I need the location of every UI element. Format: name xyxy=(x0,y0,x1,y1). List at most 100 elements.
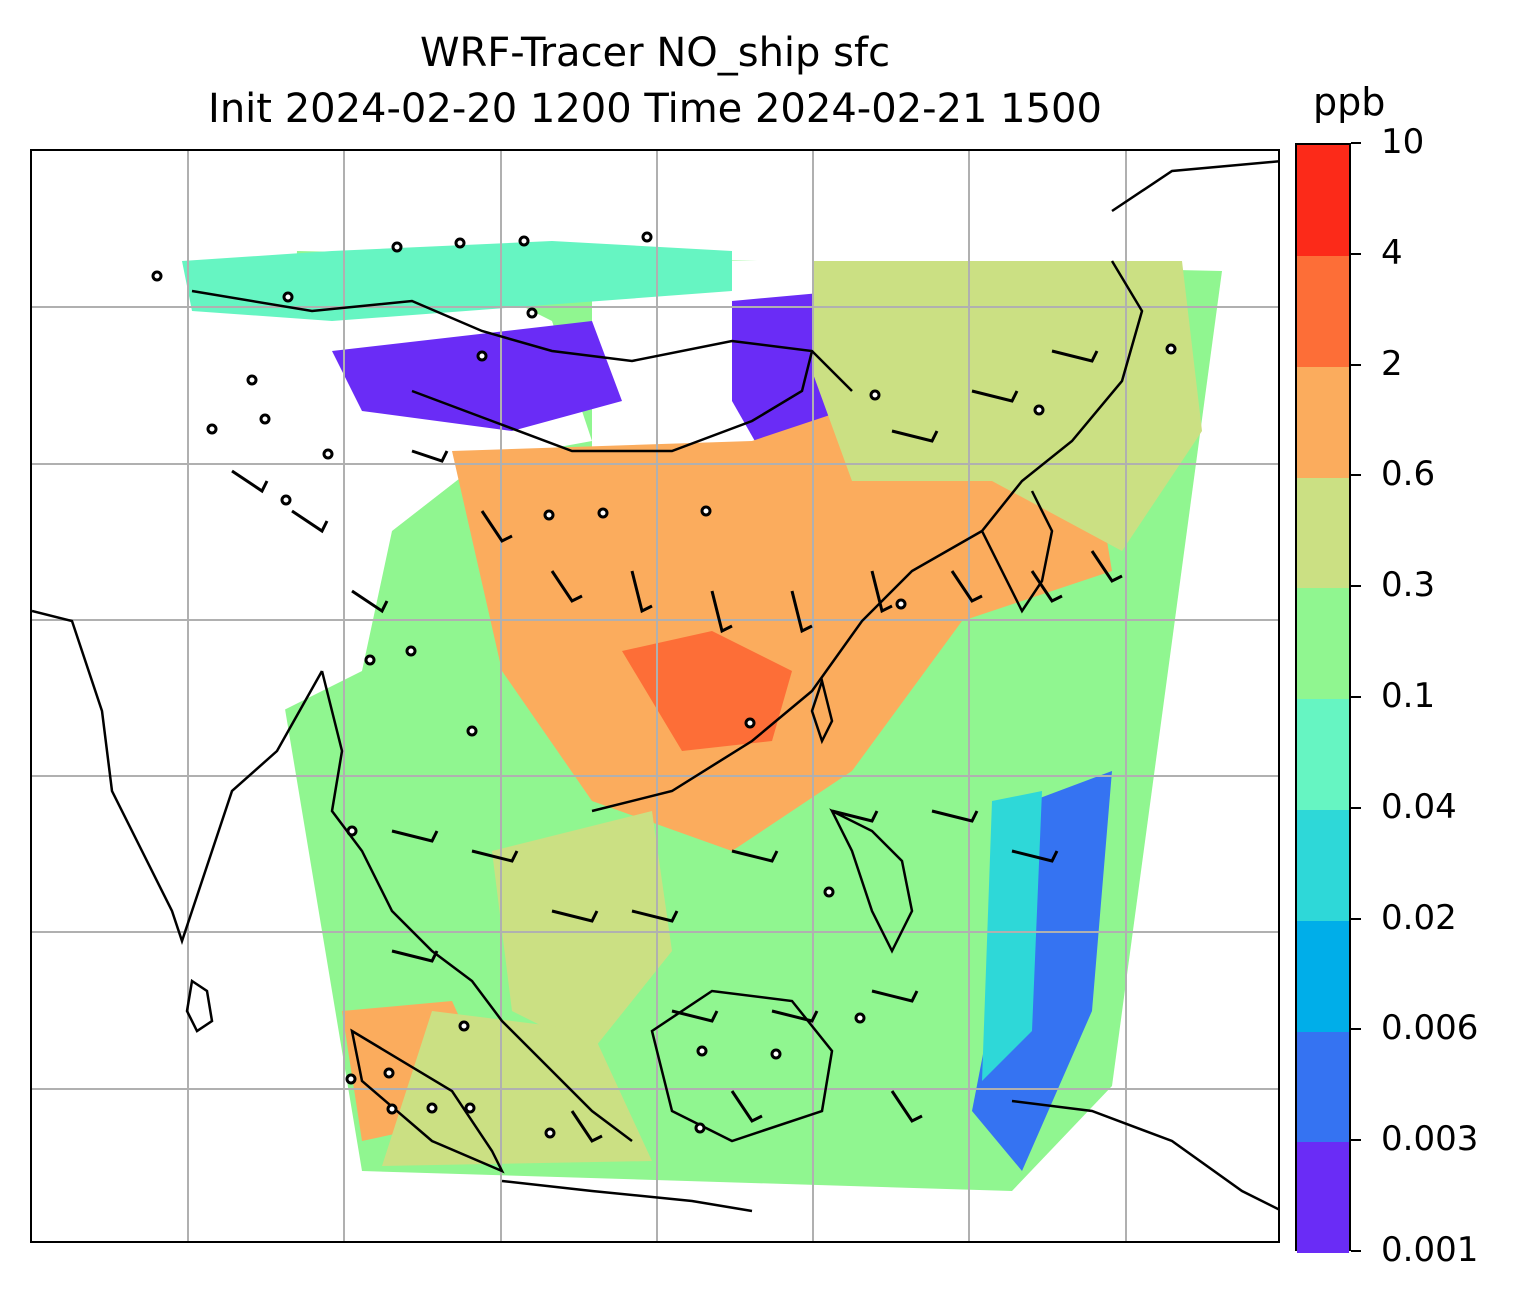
wind-barb xyxy=(890,1090,923,1123)
wind-barb xyxy=(671,1009,719,1023)
calm-marker xyxy=(744,717,756,729)
calm-marker xyxy=(346,825,358,837)
colorbar-tick xyxy=(1351,806,1361,809)
calm-marker xyxy=(458,1020,470,1032)
chart-title-line1: WRF-Tracer NO_ship sfc xyxy=(419,30,891,76)
calm-marker xyxy=(364,654,376,666)
colorbar-tick xyxy=(1351,474,1361,477)
coast-borneo xyxy=(650,989,834,1143)
wind-barb xyxy=(710,590,733,634)
wind-barb xyxy=(391,949,439,963)
wind-barb xyxy=(411,449,449,463)
calm-marker xyxy=(770,1048,782,1060)
calm-marker xyxy=(391,241,403,253)
coast-taiwan xyxy=(810,676,834,745)
colorbar-tick-label: 0.02 xyxy=(1381,897,1457,938)
wind-barb xyxy=(771,1009,819,1023)
colorbar-tick xyxy=(1351,1028,1361,1031)
calm-marker xyxy=(426,1102,438,1114)
wind-barb xyxy=(480,510,513,543)
calm-marker xyxy=(454,237,466,249)
wind-barb xyxy=(351,589,389,614)
coast-india xyxy=(32,609,324,945)
colorbar-segment xyxy=(1297,145,1349,256)
calm-marker xyxy=(345,1073,357,1085)
colorbar-tick-label: 0.04 xyxy=(1381,786,1457,827)
field-region-north-violet xyxy=(332,321,622,431)
calm-marker xyxy=(869,389,881,401)
field-region-china-orange xyxy=(452,381,1112,851)
calm-marker xyxy=(641,231,653,243)
colorbar-tick-label: 0.1 xyxy=(1381,676,1436,716)
calm-marker xyxy=(282,291,294,303)
wind-barb xyxy=(1030,570,1063,603)
wind-barb xyxy=(570,1110,603,1143)
colorbar-segment xyxy=(1297,920,1349,1032)
calm-marker xyxy=(280,494,292,506)
wind-barb xyxy=(790,590,813,634)
colorbar-segment xyxy=(1297,1031,1349,1143)
wind-barb xyxy=(931,809,979,823)
colorbar-tick-label: 0.006 xyxy=(1381,1008,1479,1049)
calm-marker xyxy=(405,645,417,657)
border-sri-lanka xyxy=(185,978,214,1033)
colorbar-segment xyxy=(1297,255,1349,367)
wind-barb xyxy=(291,509,329,534)
colorbar-segment xyxy=(1297,477,1349,589)
calm-marker xyxy=(246,374,258,386)
colorbar-tick xyxy=(1351,1250,1361,1252)
wind-barb xyxy=(1011,849,1059,863)
calm-marker xyxy=(694,1122,706,1134)
calm-marker xyxy=(466,725,478,737)
coastlines xyxy=(32,160,1278,1213)
colorbar-tick-label: 0.003 xyxy=(1381,1119,1479,1160)
calm-marker xyxy=(895,598,907,610)
coast-indochina xyxy=(320,670,633,1142)
wind-barb xyxy=(730,1090,763,1123)
colorbar-tick-label: 0.3 xyxy=(1381,565,1436,606)
calm-marker xyxy=(518,235,530,247)
chart-title-line2: Init 2024-02-20 1200 Time 2024-02-21 150… xyxy=(208,86,1102,132)
colorbar-tick xyxy=(1351,917,1361,920)
colorbar-segment xyxy=(1297,809,1349,921)
wind-barb xyxy=(831,809,879,823)
calm-marker xyxy=(1033,404,1045,416)
calm-marker xyxy=(854,1012,866,1024)
colorbar-segment xyxy=(1297,366,1349,478)
colorbar-tick xyxy=(1351,1139,1361,1142)
calm-marker xyxy=(696,1045,708,1057)
concentration-field xyxy=(182,241,1222,1191)
calm-marker xyxy=(823,886,835,898)
map-canvas xyxy=(32,151,1278,1241)
calm-marker xyxy=(151,270,163,282)
calm-marker xyxy=(1165,343,1177,355)
border-china-north xyxy=(191,289,853,392)
wind-barb xyxy=(1051,349,1099,363)
coast-korea xyxy=(980,490,1054,614)
wind-barbs xyxy=(231,349,1123,1143)
wind-barb xyxy=(550,570,583,603)
wind-barb xyxy=(631,909,679,923)
field-region-east-cyan xyxy=(982,791,1042,1081)
wind-barb xyxy=(971,389,1019,403)
calm-wind-markers xyxy=(151,231,1177,1139)
calm-marker xyxy=(597,507,609,519)
colorbar xyxy=(1295,143,1351,1254)
colorbar-segment xyxy=(1297,1142,1349,1254)
gridlines xyxy=(32,151,1278,1241)
coast-philippines xyxy=(829,808,914,954)
colorbar-tick xyxy=(1351,363,1361,366)
colorbar-segment xyxy=(1297,588,1349,700)
colorbar-tick-label: 2 xyxy=(1381,343,1403,384)
calm-marker xyxy=(700,505,712,517)
map-panel xyxy=(30,149,1280,1243)
coast-china-east xyxy=(591,260,1144,813)
wind-barb xyxy=(471,849,519,863)
border-mongolia xyxy=(411,350,814,453)
coast-sumatra xyxy=(350,1028,505,1174)
wind-barb xyxy=(870,570,893,614)
wind-barb xyxy=(731,849,779,863)
calm-marker xyxy=(544,1127,556,1139)
field-region-manchuria-yellow xyxy=(812,261,1202,551)
colorbar-tick-label: 10 xyxy=(1381,122,1425,162)
